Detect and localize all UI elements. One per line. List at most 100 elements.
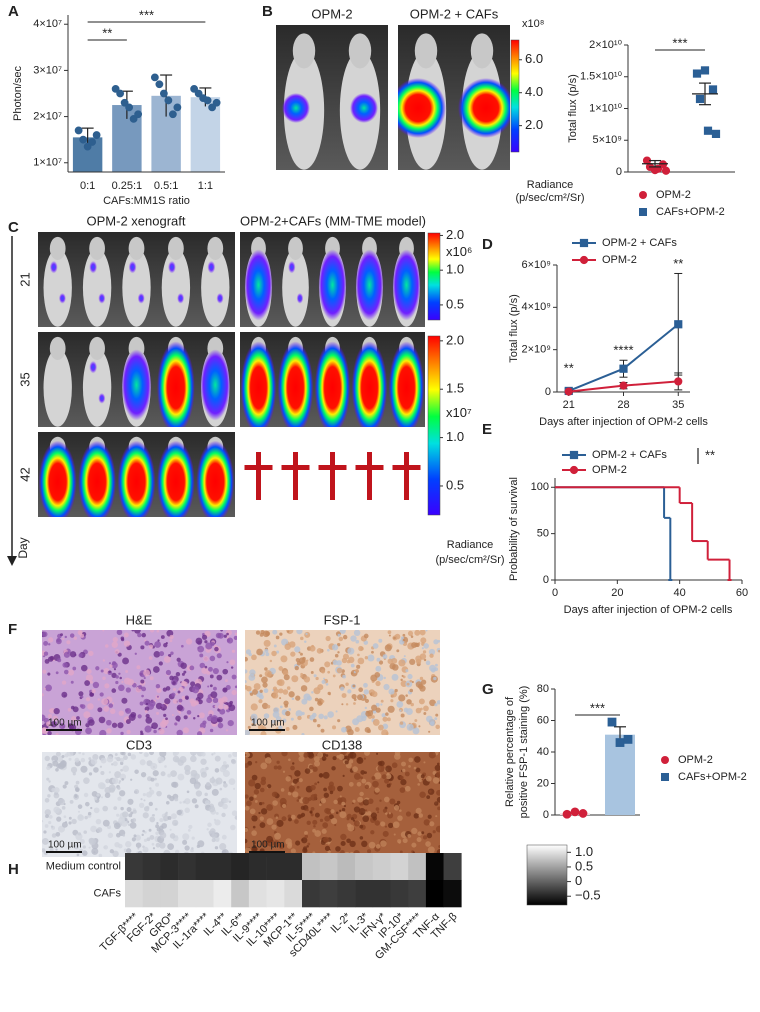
tissue-texture (206, 828, 209, 831)
tissue-texture (177, 773, 185, 781)
data-point (125, 103, 134, 112)
tissue-texture (351, 672, 354, 675)
y-tick-label: 40 (537, 746, 549, 758)
tissue-texture (214, 646, 219, 652)
legend-marker (579, 238, 589, 248)
tissue-texture (290, 848, 296, 854)
tissue-texture (77, 814, 84, 821)
tissue-texture (417, 783, 421, 786)
tissue-texture (216, 716, 223, 723)
tissue-texture (425, 775, 432, 782)
tissue-texture (127, 798, 134, 805)
cross (355, 465, 384, 470)
tissue-texture (48, 780, 51, 783)
tissue-texture (131, 630, 135, 632)
tissue-texture (288, 817, 292, 822)
tissue-texture (284, 704, 288, 708)
tissue-texture (308, 764, 314, 770)
tissue-texture (156, 687, 162, 693)
tissue-texture (259, 694, 264, 700)
tissue-texture (42, 837, 49, 845)
tissue-texture (189, 698, 195, 704)
tissue-texture (85, 674, 94, 682)
tissue-texture (157, 639, 160, 642)
tissue-texture (355, 639, 360, 644)
data-point (208, 103, 217, 112)
tissue-texture (102, 676, 106, 680)
signal (288, 260, 296, 274)
mouse-head (89, 336, 105, 361)
tissue-texture (228, 800, 232, 803)
tissue-texture (61, 755, 65, 759)
tissue-texture (128, 813, 133, 818)
tissue-texture (67, 708, 72, 712)
tissue-texture (434, 717, 438, 721)
tissue-texture (138, 684, 143, 690)
tissue-texture (188, 824, 193, 830)
tissue-texture (320, 798, 327, 804)
data-point (703, 126, 713, 135)
tissue-texture (304, 831, 308, 835)
tissue-texture (84, 815, 88, 820)
tissue-texture (328, 781, 334, 787)
tissue-texture (435, 724, 440, 730)
tissue-texture (156, 711, 160, 715)
tissue-texture (377, 724, 384, 731)
tissue-texture (183, 670, 187, 674)
tissue-texture (252, 688, 258, 695)
tissue-texture (138, 752, 143, 754)
tissue-texture (288, 708, 292, 711)
tissue-texture (259, 787, 265, 793)
tissue-texture (415, 707, 422, 714)
tissue-texture (163, 815, 169, 822)
tissue-texture (219, 787, 223, 791)
tissue-texture (209, 728, 214, 733)
tissue-texture (364, 752, 370, 756)
tissue-texture (129, 821, 137, 829)
tissue-texture (404, 771, 410, 777)
tissue-texture (175, 672, 181, 677)
tissue-texture (75, 833, 83, 841)
tissue-texture (264, 670, 272, 678)
tissue-texture (91, 689, 96, 694)
tissue-texture (339, 811, 347, 819)
tissue-texture (314, 830, 322, 837)
tissue-texture (137, 847, 140, 850)
tissue-texture (415, 658, 422, 665)
tissue-texture (370, 830, 375, 835)
tissue-texture (52, 715, 58, 722)
tissue-texture (144, 710, 148, 714)
tissue-texture (226, 661, 229, 664)
tissue-texture (376, 811, 380, 814)
tissue-texture (248, 652, 252, 657)
tissue-texture (317, 752, 324, 759)
tissue-texture (76, 853, 80, 857)
tissue-texture (402, 633, 406, 637)
tissue-texture (83, 777, 90, 784)
tissue-texture (230, 666, 234, 669)
tissue-texture (304, 640, 307, 644)
tissue-texture (341, 801, 346, 806)
tissue-texture (429, 721, 435, 727)
tissue-texture (407, 630, 414, 636)
tissue-texture (290, 651, 296, 657)
tissue-texture (273, 644, 277, 648)
tissue-texture (197, 699, 203, 705)
tissue-texture (359, 791, 364, 797)
tissue-texture (423, 761, 426, 764)
legend-label: OPM-2 (592, 464, 627, 476)
tissue-texture (423, 643, 429, 649)
tissue-texture (298, 657, 306, 664)
tissue-texture (45, 684, 52, 692)
tissue-texture (363, 682, 368, 688)
tissue-texture (205, 766, 209, 771)
mouse-head (470, 33, 494, 69)
y-tick-label: 0 (545, 386, 551, 398)
tissue-texture (80, 757, 86, 763)
data-point (615, 738, 625, 747)
x-tick-label: 35 (672, 399, 684, 411)
tissue-texture (79, 839, 85, 845)
tissue-texture (364, 698, 370, 703)
tissue-texture (378, 638, 383, 643)
tissue-texture (426, 832, 433, 839)
